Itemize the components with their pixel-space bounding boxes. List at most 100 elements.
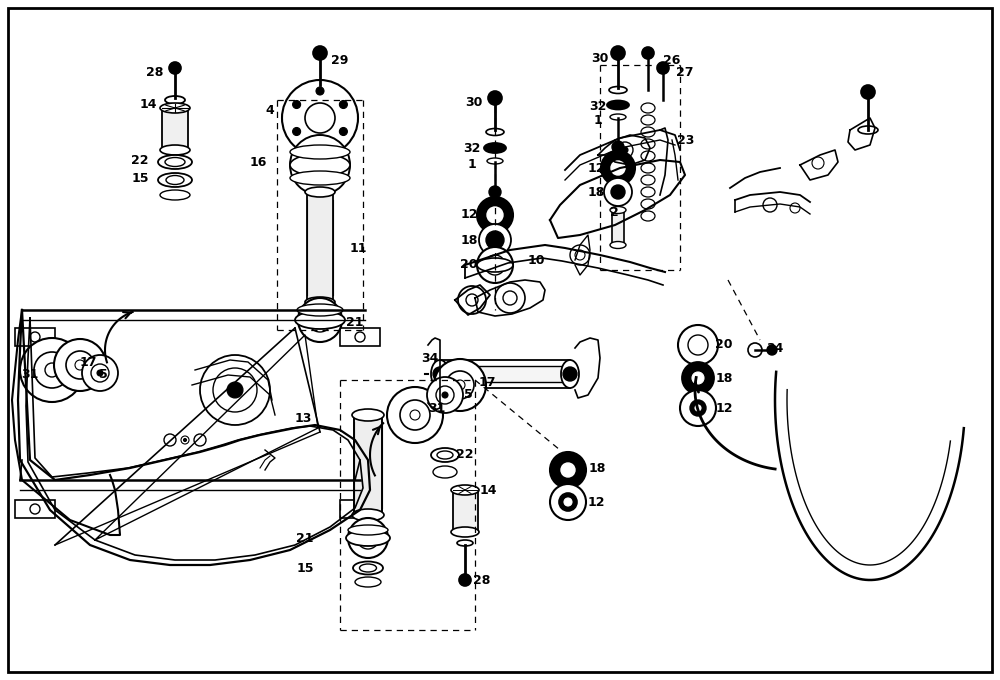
Text: 20: 20 xyxy=(460,258,478,271)
Text: 12: 12 xyxy=(460,209,478,222)
Circle shape xyxy=(575,250,585,260)
Ellipse shape xyxy=(352,409,384,421)
Bar xyxy=(307,192,333,302)
Ellipse shape xyxy=(431,448,459,462)
Ellipse shape xyxy=(348,525,388,535)
Circle shape xyxy=(30,332,40,342)
Text: 17: 17 xyxy=(79,356,97,369)
Circle shape xyxy=(680,390,716,426)
Circle shape xyxy=(861,85,875,99)
Circle shape xyxy=(442,392,448,398)
Ellipse shape xyxy=(641,175,655,185)
Ellipse shape xyxy=(610,114,626,120)
Circle shape xyxy=(282,80,358,156)
Circle shape xyxy=(82,355,118,391)
Circle shape xyxy=(682,362,714,394)
Bar xyxy=(162,108,188,150)
Text: 22: 22 xyxy=(131,154,149,167)
Text: 15: 15 xyxy=(131,171,149,184)
Circle shape xyxy=(748,343,762,357)
Circle shape xyxy=(485,255,505,275)
Circle shape xyxy=(357,527,379,549)
Circle shape xyxy=(611,46,625,60)
Circle shape xyxy=(305,103,335,133)
Circle shape xyxy=(690,400,706,416)
Circle shape xyxy=(455,380,465,390)
Ellipse shape xyxy=(641,187,655,197)
Circle shape xyxy=(91,364,109,382)
Text: 4: 4 xyxy=(266,103,274,116)
Text: 28: 28 xyxy=(146,65,164,78)
Circle shape xyxy=(184,439,186,441)
Circle shape xyxy=(313,46,327,60)
Bar xyxy=(445,366,565,382)
Circle shape xyxy=(695,405,701,411)
Circle shape xyxy=(487,207,503,223)
Ellipse shape xyxy=(486,129,504,135)
Ellipse shape xyxy=(641,127,655,137)
Ellipse shape xyxy=(290,171,350,185)
Ellipse shape xyxy=(160,190,190,200)
Ellipse shape xyxy=(641,103,655,113)
Circle shape xyxy=(355,504,365,514)
Text: 14: 14 xyxy=(139,99,157,112)
Circle shape xyxy=(622,147,628,153)
Text: 2: 2 xyxy=(610,205,618,218)
Circle shape xyxy=(688,335,708,355)
Circle shape xyxy=(486,231,504,249)
Text: 14: 14 xyxy=(479,483,497,496)
Circle shape xyxy=(387,387,443,443)
Circle shape xyxy=(434,359,486,411)
Text: 11: 11 xyxy=(349,241,367,254)
Text: 12: 12 xyxy=(587,162,605,175)
Text: 5: 5 xyxy=(99,369,107,381)
Ellipse shape xyxy=(451,485,479,495)
Circle shape xyxy=(227,382,243,398)
Circle shape xyxy=(458,286,486,314)
Circle shape xyxy=(34,352,70,388)
Ellipse shape xyxy=(433,466,457,478)
Circle shape xyxy=(316,141,324,149)
Circle shape xyxy=(611,161,625,175)
Bar xyxy=(354,415,382,515)
Circle shape xyxy=(308,308,332,332)
Text: 1: 1 xyxy=(468,158,476,171)
Text: 5: 5 xyxy=(464,388,472,401)
Circle shape xyxy=(812,157,824,169)
Circle shape xyxy=(427,377,463,413)
Text: 16: 16 xyxy=(249,156,267,169)
Ellipse shape xyxy=(609,86,627,94)
Text: 28: 28 xyxy=(473,573,491,586)
Ellipse shape xyxy=(487,158,503,164)
Bar xyxy=(15,328,55,346)
Text: 23: 23 xyxy=(677,133,695,146)
Circle shape xyxy=(348,518,388,558)
Ellipse shape xyxy=(297,304,343,316)
Text: 20: 20 xyxy=(715,339,733,352)
Text: 12: 12 xyxy=(587,496,605,509)
Ellipse shape xyxy=(607,101,629,109)
Circle shape xyxy=(790,203,800,213)
Circle shape xyxy=(604,178,632,206)
Circle shape xyxy=(20,338,84,402)
Bar xyxy=(340,328,380,346)
Circle shape xyxy=(293,101,301,109)
Circle shape xyxy=(181,436,189,444)
Circle shape xyxy=(400,400,430,430)
Circle shape xyxy=(45,363,59,377)
Circle shape xyxy=(54,339,106,391)
Text: 31: 31 xyxy=(21,369,39,381)
Text: 31: 31 xyxy=(428,401,446,415)
Circle shape xyxy=(97,370,103,376)
Circle shape xyxy=(563,367,577,381)
Circle shape xyxy=(561,463,575,477)
Bar xyxy=(340,500,380,518)
Text: 10: 10 xyxy=(527,254,545,267)
Circle shape xyxy=(459,574,471,586)
Circle shape xyxy=(550,484,586,520)
Circle shape xyxy=(290,135,350,195)
Text: 18: 18 xyxy=(715,371,733,384)
Circle shape xyxy=(570,245,590,265)
Ellipse shape xyxy=(312,84,328,90)
Text: 30: 30 xyxy=(465,95,483,109)
